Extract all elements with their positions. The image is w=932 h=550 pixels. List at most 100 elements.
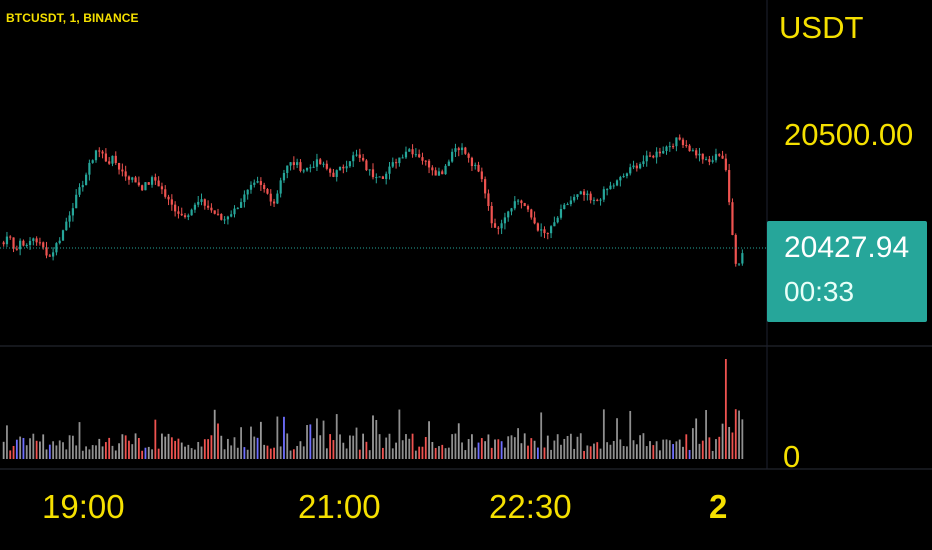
candle[interactable]: [180, 207, 183, 216]
candle[interactable]: [718, 153, 721, 157]
candle[interactable]: [84, 172, 88, 186]
candle[interactable]: [381, 175, 384, 180]
candle[interactable]: [348, 161, 352, 168]
candle[interactable]: [388, 161, 391, 180]
candle[interactable]: [355, 149, 358, 157]
candle[interactable]: [2, 240, 5, 247]
candle[interactable]: [563, 202, 566, 210]
candle[interactable]: [269, 189, 272, 206]
candle[interactable]: [734, 233, 737, 267]
candle[interactable]: [695, 148, 698, 159]
candle[interactable]: [510, 207, 513, 216]
candle[interactable]: [286, 165, 289, 179]
candle[interactable]: [305, 167, 309, 172]
candle[interactable]: [615, 179, 619, 187]
candle[interactable]: [728, 163, 731, 206]
candle[interactable]: [553, 216, 556, 227]
candle[interactable]: [322, 161, 325, 168]
candle[interactable]: [101, 149, 104, 159]
candle[interactable]: [437, 167, 441, 176]
candle[interactable]: [414, 148, 417, 158]
candle[interactable]: [543, 226, 546, 239]
candle[interactable]: [177, 206, 180, 219]
candle[interactable]: [378, 176, 381, 178]
candle[interactable]: [681, 137, 685, 149]
candle[interactable]: [484, 176, 487, 199]
candle[interactable]: [569, 196, 572, 207]
candle[interactable]: [187, 213, 190, 221]
candle[interactable]: [737, 263, 741, 266]
candle[interactable]: [454, 143, 457, 157]
candle[interactable]: [52, 247, 55, 261]
candle[interactable]: [741, 249, 744, 266]
candle[interactable]: [526, 204, 530, 213]
candle[interactable]: [731, 198, 734, 236]
candle[interactable]: [55, 242, 58, 256]
candle[interactable]: [325, 160, 328, 171]
candle[interactable]: [480, 167, 483, 183]
candle[interactable]: [675, 137, 678, 152]
candle[interactable]: [612, 183, 615, 189]
candle[interactable]: [213, 210, 216, 215]
price-pane[interactable]: [2, 134, 744, 267]
candle[interactable]: [289, 162, 292, 171]
candle[interactable]: [358, 148, 361, 162]
candle[interactable]: [477, 161, 480, 173]
candle[interactable]: [5, 231, 9, 248]
candle[interactable]: [427, 159, 431, 174]
candle[interactable]: [536, 222, 539, 232]
candle[interactable]: [520, 199, 523, 209]
candle[interactable]: [596, 198, 599, 202]
candle[interactable]: [216, 208, 220, 216]
candle[interactable]: [685, 140, 688, 148]
candle[interactable]: [25, 243, 28, 248]
candle[interactable]: [474, 162, 477, 170]
candle[interactable]: [190, 208, 193, 216]
candle[interactable]: [639, 162, 642, 170]
candle[interactable]: [329, 167, 332, 177]
candle[interactable]: [259, 177, 262, 191]
candle[interactable]: [315, 153, 319, 172]
candle[interactable]: [701, 153, 704, 164]
candle[interactable]: [704, 156, 708, 161]
candle[interactable]: [566, 202, 569, 206]
candle[interactable]: [708, 155, 711, 166]
candle[interactable]: [121, 163, 124, 177]
candle[interactable]: [586, 190, 589, 201]
candle[interactable]: [444, 164, 447, 175]
candle[interactable]: [32, 237, 35, 246]
candle[interactable]: [12, 237, 15, 253]
candle[interactable]: [117, 162, 121, 175]
candle[interactable]: [434, 167, 437, 176]
candle[interactable]: [371, 163, 375, 180]
candle[interactable]: [104, 148, 107, 163]
candle[interactable]: [144, 182, 147, 191]
candle[interactable]: [223, 216, 226, 225]
candle[interactable]: [579, 190, 582, 195]
candle[interactable]: [342, 164, 345, 174]
candle[interactable]: [58, 237, 61, 245]
candle[interactable]: [642, 155, 645, 167]
candle[interactable]: [447, 159, 450, 167]
candle[interactable]: [678, 134, 681, 141]
candle[interactable]: [147, 182, 150, 185]
candle[interactable]: [665, 145, 668, 155]
candle[interactable]: [411, 144, 414, 158]
candle[interactable]: [464, 146, 467, 155]
candle[interactable]: [668, 141, 671, 152]
candle[interactable]: [220, 213, 223, 221]
candle[interactable]: [332, 168, 335, 178]
candle[interactable]: [470, 156, 474, 171]
candle[interactable]: [174, 201, 177, 217]
candle[interactable]: [523, 202, 526, 207]
candle[interactable]: [141, 184, 144, 192]
candle[interactable]: [319, 157, 322, 165]
candle[interactable]: [114, 151, 117, 165]
candle[interactable]: [210, 203, 213, 213]
candle[interactable]: [131, 176, 134, 183]
candle[interactable]: [249, 181, 253, 194]
candle[interactable]: [15, 245, 18, 251]
candle[interactable]: [487, 189, 490, 211]
candle[interactable]: [517, 198, 520, 205]
candle[interactable]: [401, 154, 404, 159]
